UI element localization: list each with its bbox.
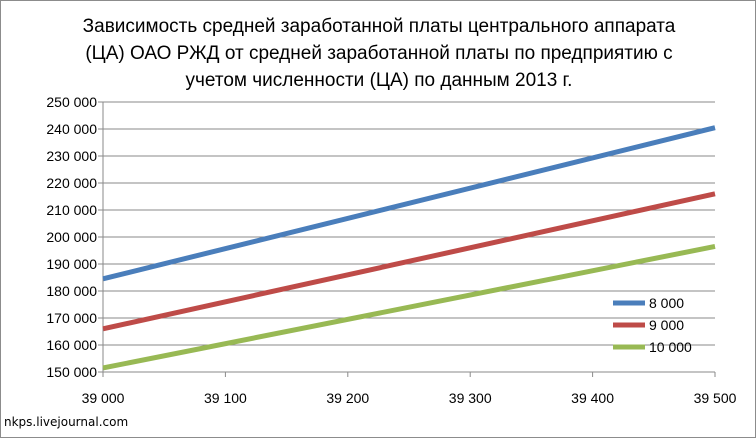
series-line-2	[102, 191, 716, 332]
series-line-3	[102, 243, 716, 371]
y-tick-label-2: 170 000	[46, 310, 97, 326]
x-tick-label-3: 39 300	[449, 390, 492, 406]
y-tick-label-5: 200 000	[46, 229, 97, 245]
y-tick-label-4: 190 000	[46, 256, 97, 272]
legend-label-2: 9 000	[649, 317, 684, 333]
y-tick-label-10: 250 000	[46, 94, 97, 110]
legend-label-3: 10 000	[649, 339, 692, 355]
y-tick-label-0: 150 000	[46, 364, 97, 380]
y-tick-label-9: 240 000	[46, 121, 97, 137]
x-tick-label-0: 39 000	[82, 390, 125, 406]
series-line-1	[102, 125, 716, 282]
y-tick-label-6: 210 000	[46, 202, 97, 218]
y-tick-label-8: 230 000	[46, 148, 97, 164]
source-watermark: nkps.livejournal.com	[4, 415, 129, 429]
x-tick-label-1: 39 100	[204, 390, 247, 406]
chart-title-line-3: учетом численности (ЦА) по данным 2013 г…	[185, 70, 573, 91]
chart-title-line-1: Зависимость средней заработанной платы ц…	[82, 16, 676, 37]
legend-label-1: 8 000	[649, 295, 684, 311]
x-tick-label-4: 39 400	[571, 390, 614, 406]
x-tick-label-5: 39 500	[694, 390, 737, 406]
y-tick-label-7: 220 000	[46, 175, 97, 191]
y-tick-label-1: 160 000	[46, 337, 97, 353]
x-tick-label-2: 39 200	[326, 390, 369, 406]
chart-title-line-2: (ЦА) ОАО РЖД от средней заработанной пла…	[85, 43, 673, 64]
y-tick-label-3: 180 000	[46, 283, 97, 299]
